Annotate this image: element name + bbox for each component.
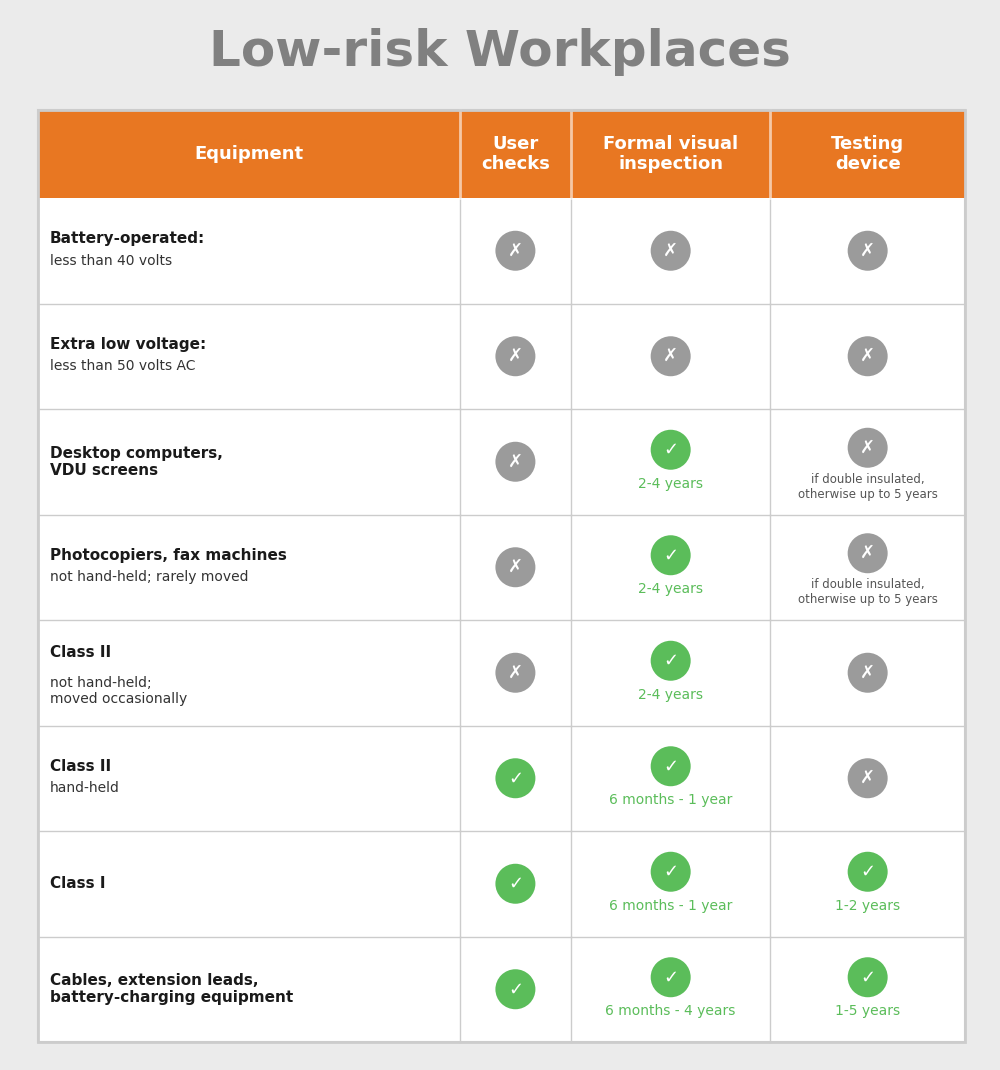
Circle shape bbox=[495, 653, 535, 692]
Text: 6 months - 4 years: 6 months - 4 years bbox=[605, 1005, 736, 1019]
Circle shape bbox=[651, 852, 691, 891]
Circle shape bbox=[848, 653, 888, 692]
Text: ✗: ✗ bbox=[860, 348, 875, 365]
Text: 1-2 years: 1-2 years bbox=[835, 899, 900, 913]
Text: ✓: ✓ bbox=[663, 441, 678, 459]
Text: ✓: ✓ bbox=[508, 769, 523, 788]
Text: ✓: ✓ bbox=[663, 652, 678, 670]
Text: Class II: Class II bbox=[50, 759, 111, 774]
Text: if double insulated,
otherwise up to 5 years: if double insulated, otherwise up to 5 y… bbox=[798, 473, 938, 501]
Text: ✓: ✓ bbox=[860, 862, 875, 881]
Text: ✗: ✗ bbox=[860, 242, 875, 260]
Circle shape bbox=[495, 759, 535, 798]
Circle shape bbox=[848, 428, 888, 468]
Text: ✓: ✓ bbox=[508, 980, 523, 998]
Text: less than 50 volts AC: less than 50 volts AC bbox=[50, 360, 196, 373]
Text: less than 40 volts: less than 40 volts bbox=[50, 254, 172, 268]
Circle shape bbox=[495, 336, 535, 377]
Text: ✗: ✗ bbox=[860, 769, 875, 788]
Text: ✗: ✗ bbox=[860, 663, 875, 682]
Text: 2-4 years: 2-4 years bbox=[638, 688, 703, 702]
Text: ✗: ✗ bbox=[508, 663, 523, 682]
Text: 6 months - 1 year: 6 months - 1 year bbox=[609, 793, 732, 807]
Text: 2-4 years: 2-4 years bbox=[638, 477, 703, 491]
Text: 6 months - 1 year: 6 months - 1 year bbox=[609, 899, 732, 913]
Text: Equipment: Equipment bbox=[194, 146, 303, 163]
Text: Class II: Class II bbox=[50, 645, 111, 660]
Text: Low-risk Workplaces: Low-risk Workplaces bbox=[209, 28, 791, 76]
Text: not hand-held; rarely moved: not hand-held; rarely moved bbox=[50, 570, 248, 584]
Circle shape bbox=[495, 547, 535, 587]
Text: not hand-held;
moved occasionally: not hand-held; moved occasionally bbox=[50, 675, 187, 706]
Text: Photocopiers, fax machines: Photocopiers, fax machines bbox=[50, 548, 287, 563]
Text: ✗: ✗ bbox=[663, 348, 678, 365]
Circle shape bbox=[651, 231, 691, 271]
Bar bbox=[38, 110, 965, 1042]
Text: 1-5 years: 1-5 years bbox=[835, 1005, 900, 1019]
Text: User
checks: User checks bbox=[481, 135, 550, 173]
Text: ✓: ✓ bbox=[663, 547, 678, 564]
Circle shape bbox=[651, 535, 691, 576]
Text: ✗: ✗ bbox=[860, 545, 875, 562]
Circle shape bbox=[848, 336, 888, 377]
Circle shape bbox=[848, 231, 888, 271]
Text: Formal visual
inspection: Formal visual inspection bbox=[603, 135, 738, 173]
Text: ✓: ✓ bbox=[663, 862, 678, 881]
Text: ✗: ✗ bbox=[508, 453, 523, 471]
Circle shape bbox=[651, 641, 691, 681]
Text: ✗: ✗ bbox=[860, 439, 875, 457]
Text: Cables, extension leads,
battery-charging equipment: Cables, extension leads, battery-chargin… bbox=[50, 973, 293, 1006]
Text: ✓: ✓ bbox=[663, 758, 678, 776]
Circle shape bbox=[495, 231, 535, 271]
Text: ✗: ✗ bbox=[508, 348, 523, 365]
Circle shape bbox=[848, 759, 888, 798]
Circle shape bbox=[495, 442, 535, 482]
Text: Testing
device: Testing device bbox=[831, 135, 904, 173]
Text: Class I: Class I bbox=[50, 876, 106, 891]
Circle shape bbox=[848, 958, 888, 997]
Bar bbox=[38, 110, 965, 1042]
Text: if double insulated,
otherwise up to 5 years: if double insulated, otherwise up to 5 y… bbox=[798, 578, 938, 607]
Circle shape bbox=[651, 336, 691, 377]
Circle shape bbox=[848, 533, 888, 574]
Bar bbox=[38, 110, 965, 198]
Text: ✓: ✓ bbox=[860, 968, 875, 987]
Text: ✗: ✗ bbox=[508, 559, 523, 577]
Circle shape bbox=[495, 969, 535, 1009]
Text: ✗: ✗ bbox=[508, 242, 523, 260]
Text: ✓: ✓ bbox=[508, 875, 523, 892]
Text: Desktop computers,
VDU screens: Desktop computers, VDU screens bbox=[50, 445, 223, 478]
Circle shape bbox=[651, 746, 691, 786]
Text: ✓: ✓ bbox=[663, 968, 678, 987]
Circle shape bbox=[651, 958, 691, 997]
Circle shape bbox=[651, 430, 691, 470]
Text: ✗: ✗ bbox=[663, 242, 678, 260]
Circle shape bbox=[495, 863, 535, 904]
Circle shape bbox=[848, 852, 888, 891]
Text: Battery-operated:: Battery-operated: bbox=[50, 231, 205, 246]
Text: 2-4 years: 2-4 years bbox=[638, 582, 703, 596]
Text: hand-held: hand-held bbox=[50, 781, 120, 795]
Text: Extra low voltage:: Extra low voltage: bbox=[50, 337, 206, 352]
